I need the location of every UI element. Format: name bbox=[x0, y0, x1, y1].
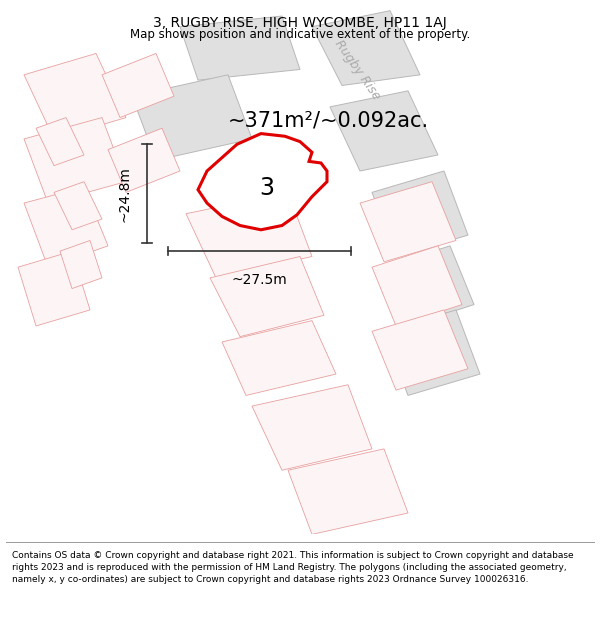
Polygon shape bbox=[186, 192, 312, 278]
Polygon shape bbox=[54, 182, 102, 230]
Polygon shape bbox=[132, 75, 252, 160]
Text: 3: 3 bbox=[260, 176, 275, 200]
Polygon shape bbox=[312, 11, 420, 86]
Polygon shape bbox=[24, 187, 108, 268]
Polygon shape bbox=[60, 241, 102, 289]
Polygon shape bbox=[288, 449, 408, 534]
Polygon shape bbox=[222, 321, 336, 396]
Polygon shape bbox=[18, 251, 90, 326]
Polygon shape bbox=[210, 256, 324, 337]
Polygon shape bbox=[24, 118, 126, 203]
Text: Rugby Rise: Rugby Rise bbox=[332, 37, 382, 102]
Polygon shape bbox=[180, 16, 300, 80]
Text: ~27.5m: ~27.5m bbox=[232, 272, 287, 286]
Polygon shape bbox=[252, 385, 372, 470]
Text: Map shows position and indicative extent of the property.: Map shows position and indicative extent… bbox=[130, 28, 470, 41]
Polygon shape bbox=[198, 134, 327, 230]
Polygon shape bbox=[108, 128, 180, 192]
Polygon shape bbox=[36, 118, 84, 166]
Text: ~371m²/~0.092ac.: ~371m²/~0.092ac. bbox=[228, 110, 429, 130]
Polygon shape bbox=[372, 246, 462, 326]
Polygon shape bbox=[330, 91, 438, 171]
Polygon shape bbox=[372, 171, 468, 256]
Text: ~24.8m: ~24.8m bbox=[118, 166, 132, 222]
Polygon shape bbox=[102, 53, 174, 118]
Polygon shape bbox=[24, 53, 126, 139]
Text: Contains OS data © Crown copyright and database right 2021. This information is : Contains OS data © Crown copyright and d… bbox=[12, 551, 574, 584]
Polygon shape bbox=[384, 310, 480, 396]
Text: 3, RUGBY RISE, HIGH WYCOMBE, HP11 1AJ: 3, RUGBY RISE, HIGH WYCOMBE, HP11 1AJ bbox=[153, 16, 447, 29]
Polygon shape bbox=[384, 246, 474, 326]
Polygon shape bbox=[372, 310, 468, 390]
Polygon shape bbox=[360, 182, 456, 262]
